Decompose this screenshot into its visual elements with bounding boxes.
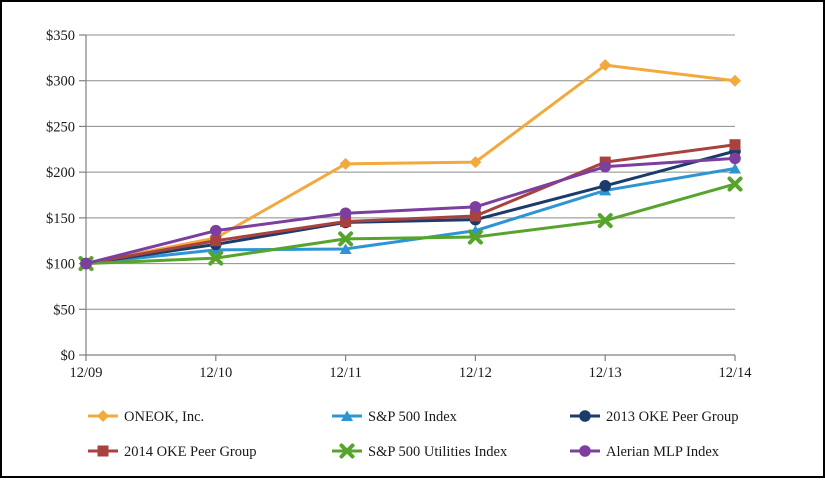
legend-marker-oneok-inc (97, 410, 109, 422)
marker-alerian-mlp-index (729, 152, 741, 165)
marker-alerian-mlp-index (469, 201, 482, 213)
marker-oneok-inc (469, 156, 482, 169)
y-axis-label: $100 (46, 257, 75, 273)
x-axis-label: 12/12 (459, 365, 492, 381)
marker-s-p-500-utilities-index (338, 231, 354, 247)
marker-s-p-500-utilities-index (467, 229, 483, 245)
marker-alerian-mlp-index (339, 207, 352, 220)
legend-label-2013-oke-peer-group: 2013 OKE Peer Group (606, 409, 739, 425)
y-axis-label: $150 (46, 211, 75, 227)
x-axis-label: 12/11 (329, 365, 362, 381)
marker-s-p-500-index (729, 162, 741, 174)
x-axis-label: 12/09 (69, 365, 102, 381)
legend-marker-2013-oke-peer-group (579, 410, 591, 422)
marker-oneok-inc (339, 157, 352, 170)
y-axis-label: $50 (53, 302, 75, 318)
marker-s-p-500-utilities-index (727, 176, 743, 192)
marker-s-p-500-utilities-index (597, 213, 613, 229)
legend-label-s-p-500-index: S&P 500 Index (368, 409, 458, 425)
marker-2013-oke-peer-group (599, 180, 611, 192)
marker-s-p-500-utilities-index (208, 250, 224, 266)
y-axis-label: $250 (46, 119, 75, 135)
marker-alerian-mlp-index (210, 224, 222, 237)
y-axis-label: $300 (46, 74, 75, 90)
legend-label-alerian-mlp-index: Alerian MLP Index (606, 444, 720, 460)
series-line-2014-oke-peer-group (85, 143, 736, 266)
marker-2014-oke-peer-group (210, 235, 222, 247)
series-line-oneok-inc (85, 63, 736, 266)
marker-s-p-500-index (339, 243, 352, 254)
marker-oneok-inc (599, 59, 612, 72)
marker-2014-oke-peer-group (729, 139, 741, 151)
marker-oneok-inc (729, 74, 741, 87)
legend-marker-s-p-500-utilities-index (339, 443, 355, 459)
marker-alerian-mlp-index (80, 257, 92, 270)
legend-label-s-p-500-utilities-index: S&P 500 Utilities Index (368, 444, 508, 460)
marker-alerian-mlp-index (599, 160, 611, 173)
series-line-s-p-500-index (85, 167, 736, 266)
marker-2014-oke-peer-group (340, 216, 352, 228)
y-axis-label: $0 (61, 348, 76, 364)
legend-marker-s-p-500-index (341, 410, 353, 421)
legend-marker-alerian-mlp-index (579, 445, 591, 457)
x-axis-label: 12/10 (199, 365, 232, 381)
x-axis-label: 12/14 (718, 365, 752, 381)
legend-label-2014-oke-peer-group: 2014 OKE Peer Group (124, 444, 257, 460)
x-axis-label: 12/13 (589, 365, 622, 381)
series-line-s-p-500-utilities-index (85, 182, 736, 266)
series-line-alerian-mlp-index (85, 156, 736, 266)
y-axis-label: $200 (46, 165, 75, 181)
y-axis-label: $350 (46, 28, 75, 44)
legend-label-oneok-inc: ONEOK, Inc. (124, 409, 204, 425)
series-line-2013-oke-peer-group (85, 149, 736, 266)
marker-2014-oke-peer-group (469, 210, 481, 222)
legend-marker-2014-oke-peer-group (97, 445, 109, 457)
